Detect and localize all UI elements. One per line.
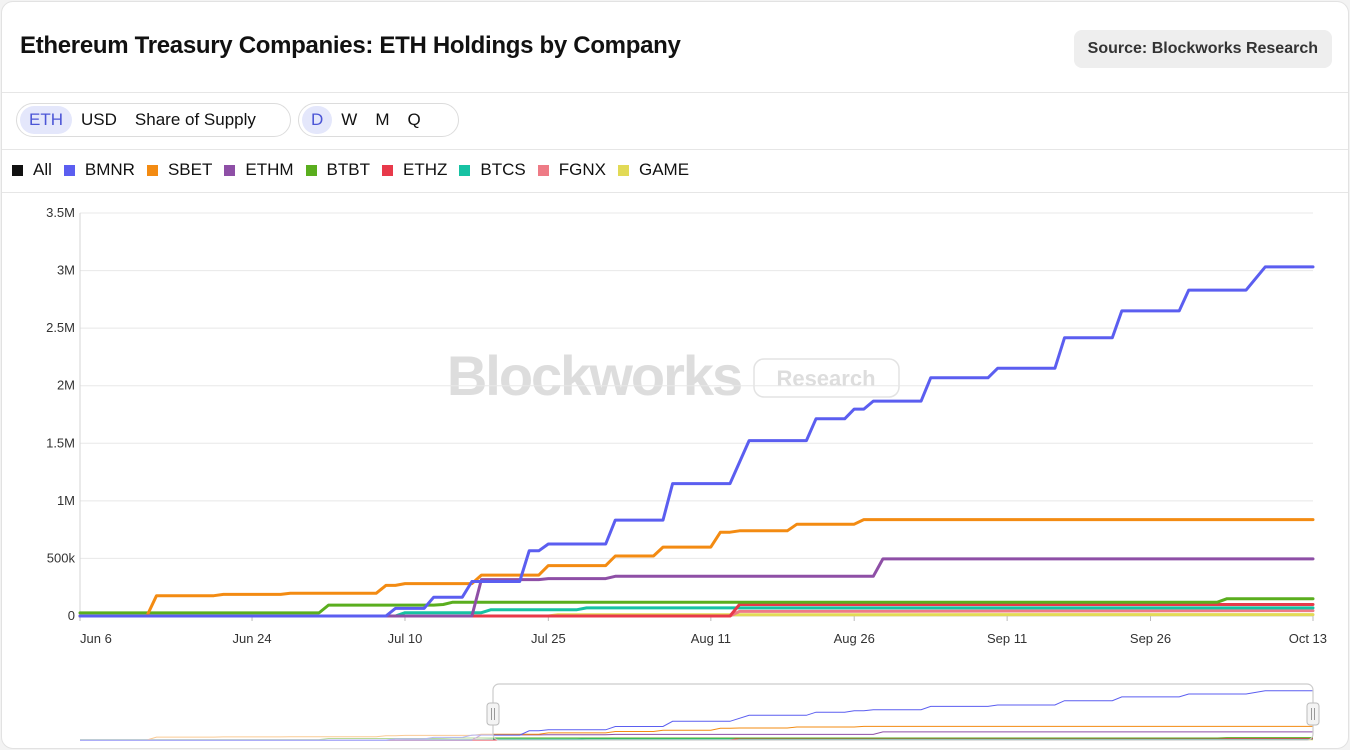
legend-label: FGNX (558, 160, 606, 179)
chart-header: Ethereum Treasury Companies: ETH Holding… (2, 2, 1348, 93)
series-lines (78, 265, 1315, 618)
y-tick-label: 1.5M (46, 435, 75, 450)
x-tick-label: Aug 26 (834, 631, 875, 646)
legend-item-game[interactable]: GAME (617, 160, 690, 180)
legend-swatch (537, 164, 549, 176)
watermark-brand: Blockworks (447, 344, 741, 407)
legend-swatch (224, 164, 236, 176)
x-tick-label: Jul 25 (531, 631, 566, 646)
y-tick-label: 3.5M (46, 205, 75, 220)
legend-item-bmnr[interactable]: BMNR (63, 160, 135, 180)
chart-title: Ethereum Treasury Companies: ETH Holding… (20, 32, 681, 59)
tab-daily[interactable]: D (302, 106, 333, 134)
y-tick-label: 1M (57, 493, 75, 508)
x-tick-label: Jun 6 (80, 631, 112, 646)
legend-swatch (617, 164, 629, 176)
legend-item-btbt[interactable]: BTBT (305, 160, 370, 180)
x-tick-label: Jun 24 (233, 631, 272, 646)
watermark-badge: Research (776, 366, 875, 391)
y-tick-label: 500k (47, 550, 76, 565)
legend-label: All (33, 160, 52, 179)
tab-usd[interactable]: USD (81, 110, 117, 129)
legend-swatch (459, 164, 471, 176)
legend-swatch (382, 164, 393, 176)
x-tick-label: Oct 13 (1289, 631, 1327, 646)
navigator-handle-right[interactable] (1306, 702, 1320, 726)
y-tick-label: 3M (57, 263, 75, 278)
x-tick-label: Jul 10 (388, 631, 423, 646)
legend-item-ethm[interactable]: ETHM (224, 160, 294, 180)
legend-label: ETHZ (403, 160, 448, 179)
navigator-handle-left[interactable] (486, 702, 500, 726)
tab-quarterly[interactable]: Q (407, 110, 421, 129)
legend-item-ethz[interactable]: ETHZ (382, 160, 447, 180)
series-line-sbet[interactable] (78, 518, 1315, 618)
range-navigator[interactable] (80, 683, 1320, 741)
legend: All BMNR SBET ETHM BTBT ETHZ BTCS FGNX GAME (2, 150, 1348, 193)
legend-items: All BMNR SBET ETHM BTBT ETHZ BTCS FGNX GAME (12, 160, 701, 180)
series-line-ethm[interactable] (78, 557, 1315, 618)
legend-label: ETHM (245, 160, 294, 179)
x-tick-label: Aug 11 (691, 631, 731, 646)
controls-bar: ETH USD Share of Supply D W M Q (2, 93, 1348, 150)
legend-swatch (305, 164, 317, 176)
tab-weekly[interactable]: W (341, 110, 358, 129)
legend-item-sbet[interactable]: SBET (146, 160, 213, 180)
series-line-btbt[interactable] (78, 597, 1315, 615)
series-line-bmnr[interactable] (78, 265, 1315, 618)
legend-swatch (146, 164, 158, 176)
x-axis: Jun 6 Jun 24 Jul 10 Jul 25 Aug 11 Aug 26 Sep 1… (79, 616, 1327, 646)
legend-label: GAME (638, 160, 690, 179)
x-tick-label: Sep 11 (987, 631, 1027, 646)
legend-item-btcs[interactable]: BTCS (459, 160, 526, 180)
navigator-mask (80, 684, 493, 740)
tab-monthly[interactable]: M (375, 110, 390, 129)
legend-label: BMNR (84, 160, 135, 179)
period-toggle: D W M Q (298, 103, 459, 137)
legend-item-fgnx[interactable]: FGNX (537, 160, 606, 180)
y-axis: 0 500k 1M 1.5M 2M 2.5M 3M 3.5M (46, 205, 75, 623)
legend-label: BTCS (480, 160, 526, 179)
tab-eth[interactable]: ETH (20, 106, 72, 134)
unit-toggle: ETH USD Share of Supply (16, 103, 291, 137)
tab-share-of-supply[interactable]: Share of Supply (134, 110, 256, 129)
legend-swatch (12, 164, 23, 176)
legend-swatch (63, 164, 75, 176)
watermark: Blockworks Research (447, 344, 900, 407)
y-tick-label: 2M (57, 378, 75, 393)
watermark-badge-frame (753, 358, 900, 398)
legend-label: SBET (167, 160, 213, 179)
legend-label: BTBT (326, 160, 370, 179)
legend-item-all[interactable]: All (12, 160, 52, 180)
grid (79, 212, 1313, 617)
y-tick-label: 2.5M (46, 320, 75, 335)
y-tick-label: 0 (68, 608, 75, 623)
x-tick-label: Sep 26 (1130, 631, 1171, 646)
source-badge[interactable]: Source: Blockworks Research (1073, 30, 1332, 68)
